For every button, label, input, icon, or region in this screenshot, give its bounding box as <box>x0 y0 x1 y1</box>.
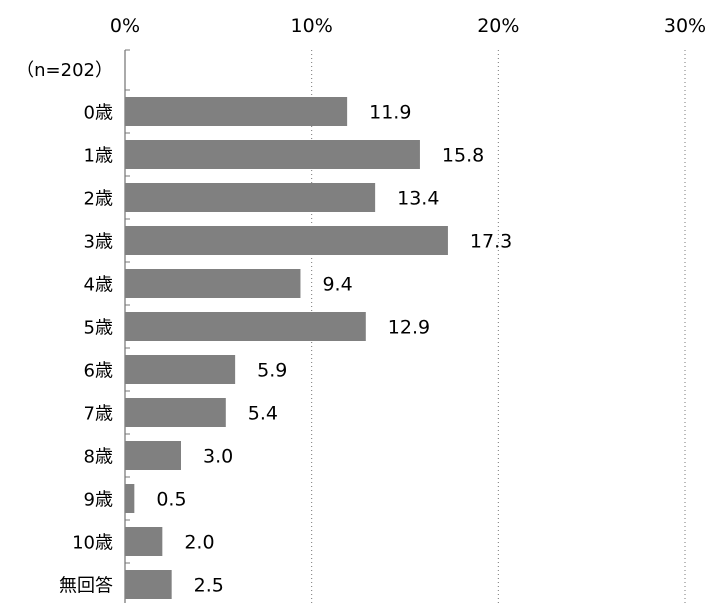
category-label: 7歳 <box>84 404 113 425</box>
value-label: 12.9 <box>388 317 430 339</box>
bar <box>125 269 301 298</box>
category-label: 8歳 <box>84 447 113 468</box>
bar <box>125 398 226 427</box>
value-label: 11.9 <box>369 102 411 124</box>
bar <box>125 140 420 169</box>
value-label: 5.4 <box>248 403 278 425</box>
x-tick-label: 0% <box>110 15 140 37</box>
bar <box>125 183 376 212</box>
bar <box>125 570 172 599</box>
x-tick-label: 20% <box>477 15 519 37</box>
bar <box>125 312 366 341</box>
category-label: 0歳 <box>84 103 113 124</box>
category-label: 4歳 <box>84 275 113 296</box>
category-label: 5歳 <box>84 318 113 339</box>
category-label: 9歳 <box>84 490 113 511</box>
value-label: 15.8 <box>442 145 484 167</box>
value-label: 9.4 <box>322 274 352 296</box>
value-label: 0.5 <box>156 489 186 511</box>
bar <box>125 97 348 126</box>
bar <box>125 226 448 255</box>
category-label: 3歳 <box>84 232 113 253</box>
value-label: 17.3 <box>470 231 512 253</box>
bar <box>125 355 236 384</box>
x-tick-label: 30% <box>664 15 706 37</box>
category-label: 1歳 <box>84 146 113 167</box>
value-label: 5.9 <box>257 360 287 382</box>
value-label: 13.4 <box>397 188 439 210</box>
bar <box>125 484 135 513</box>
sample-size-label: （n=202） <box>16 60 113 81</box>
bar <box>125 527 163 556</box>
bar <box>125 441 181 470</box>
value-label: 2.5 <box>194 575 224 597</box>
category-label: 無回答 <box>59 576 113 597</box>
x-tick-label: 10% <box>291 15 333 37</box>
value-label: 2.0 <box>184 532 214 554</box>
value-label: 3.0 <box>203 446 233 468</box>
category-label: 2歳 <box>84 189 113 210</box>
category-label: 10歳 <box>72 533 113 554</box>
category-label: 6歳 <box>84 361 113 382</box>
